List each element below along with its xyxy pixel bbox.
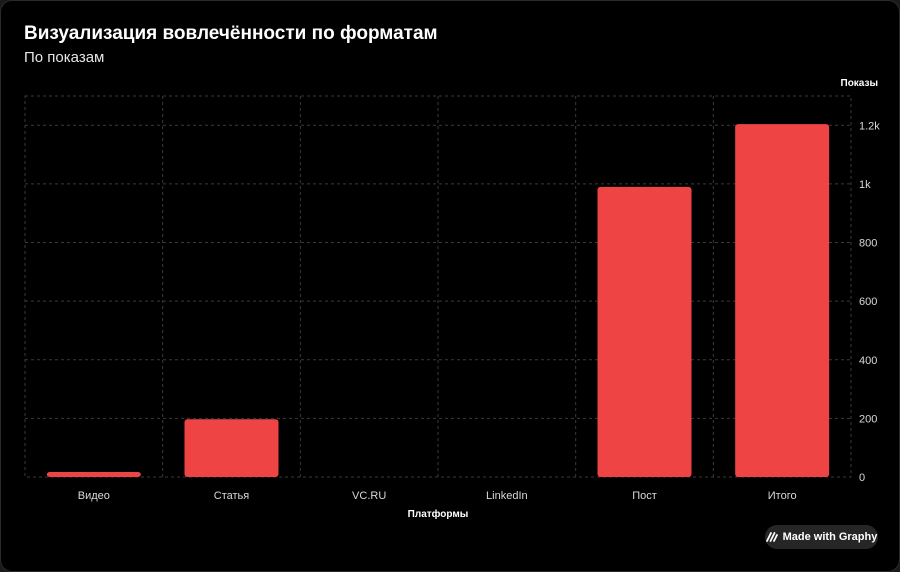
x-axis-title: Платформы	[408, 508, 469, 520]
x-tick-label: Видео	[78, 490, 110, 502]
chart-subtitle: По показам	[24, 49, 105, 66]
y-tick-label: 1.2k	[859, 120, 880, 132]
badge-label: Made with Graphy	[782, 531, 878, 543]
x-tick-label: VC.RU	[352, 490, 386, 502]
bar	[184, 419, 279, 477]
x-tick-label: Итого	[768, 490, 797, 502]
x-tick-label: LinkedIn	[486, 490, 528, 502]
made-with-graphy-badge[interactable]: Made with Graphy	[765, 525, 878, 549]
bar	[735, 124, 830, 478]
y-tick-label: 1k	[859, 179, 871, 191]
x-tick-label: Статья	[214, 490, 250, 502]
plot-frame	[24, 95, 852, 478]
y-axis-title: Показы	[841, 78, 879, 89]
y-tick-label: 200	[859, 413, 877, 425]
graphy-logo-icon	[765, 532, 778, 542]
bar	[597, 186, 692, 477]
x-tick-label: Пост	[632, 490, 657, 502]
chart-title: Визуализация вовлечённости по форматам	[24, 23, 438, 44]
bar	[46, 472, 141, 477]
y-tick-label: 0	[859, 472, 865, 484]
y-tick-label: 800	[859, 238, 877, 250]
y-tick-label: 600	[859, 296, 877, 308]
y-tick-label: 400	[859, 355, 877, 367]
